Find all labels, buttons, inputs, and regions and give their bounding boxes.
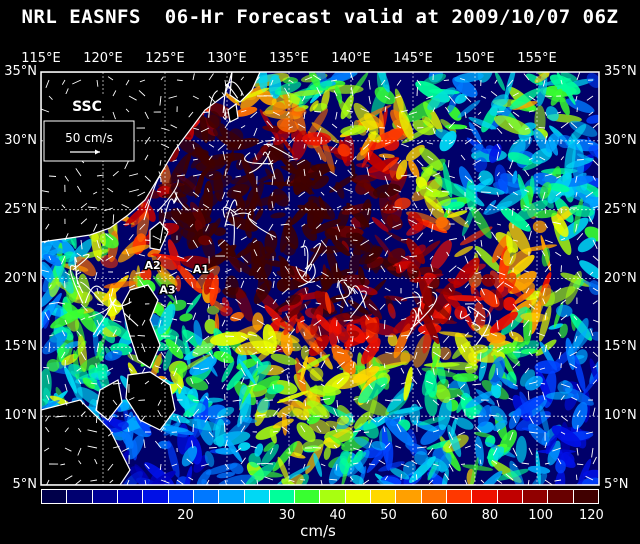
- legend-swatch: [320, 490, 345, 503]
- lon-label: 120°E: [83, 51, 123, 66]
- lat-label: 15°N: [604, 339, 637, 355]
- legend-tick-label: 100: [528, 508, 554, 523]
- lat-label: 10°N: [604, 408, 637, 424]
- legend-unit: cm/s: [300, 522, 336, 540]
- scale-vector-label: 50 cm/s: [65, 131, 113, 145]
- legend-swatch: [447, 490, 472, 503]
- legend-tick-label: 30: [278, 508, 296, 523]
- lon-label: 125°E: [145, 51, 185, 66]
- legend-swatch: [92, 490, 117, 503]
- legend-tick-label: 50: [380, 508, 397, 523]
- lat-label: 20°N: [604, 270, 637, 286]
- lat-label: 20°N: [4, 270, 37, 286]
- legend-swatch: [421, 490, 446, 503]
- legend-swatch: [67, 490, 92, 503]
- map-frame: [40, 71, 600, 486]
- legend-tick-label: 60: [430, 508, 448, 523]
- annotation-label: A1: [193, 263, 209, 276]
- ssc-label: SSC: [72, 99, 102, 115]
- legend-tick-label: 20: [177, 508, 194, 523]
- legend-tick-label: 120: [578, 508, 604, 523]
- scale-vector-box: 50 cm/s: [43, 120, 135, 162]
- lon-label: 150°E: [455, 51, 495, 66]
- lon-label: 155°E: [517, 51, 557, 66]
- legend-swatch: [345, 490, 371, 503]
- lat-label: 5°N: [12, 477, 38, 492]
- lon-label: 145°E: [393, 51, 433, 66]
- lat-label: 35°N: [4, 64, 37, 79]
- lat-label: 15°N: [4, 339, 37, 355]
- legend-swatch: [295, 490, 320, 503]
- lat-label: 30°N: [604, 132, 637, 148]
- map-title: NRL EASNFS 06-Hr Forecast valid at 2009/…: [21, 6, 619, 28]
- current-vectors: [41, 72, 599, 485]
- lat-label: 30°N: [4, 132, 37, 148]
- legend-swatch: [193, 490, 219, 503]
- legend-swatch: [168, 490, 193, 503]
- lat-label: 25°N: [4, 201, 37, 217]
- lon-label: 135°E: [269, 51, 309, 66]
- lon-label: 140°E: [331, 51, 371, 66]
- legend-swatch: [42, 490, 67, 503]
- legend-swatch: [573, 490, 598, 503]
- annotation-label: A3: [159, 284, 175, 297]
- legend-swatch: [548, 490, 573, 503]
- ssc-label-box: SSC: [62, 94, 112, 116]
- eddy-annotations: A2 A1 A3: [143, 258, 210, 298]
- annotation-label: A2: [145, 259, 161, 272]
- legend-swatch: [117, 490, 143, 503]
- legend-swatch: [244, 490, 269, 503]
- legend-swatch: [269, 490, 295, 503]
- lat-label: 10°N: [4, 408, 37, 424]
- legend-swatch: [143, 490, 168, 503]
- lon-label: 130°E: [207, 51, 247, 66]
- legend-swatch: [396, 490, 421, 503]
- legend-swatch: [497, 490, 522, 503]
- color-legend: [41, 489, 599, 504]
- lat-label: 35°N: [604, 64, 637, 79]
- lat-label: 25°N: [604, 201, 637, 217]
- legend-tick-label: 80: [481, 508, 499, 523]
- lat-label: 5°N: [604, 477, 629, 492]
- legend-swatch: [371, 490, 396, 503]
- legend-swatch: [522, 490, 548, 503]
- lon-label: 115°E: [21, 51, 61, 66]
- legend-tick-label: 40: [329, 508, 347, 523]
- legend-swatch: [472, 490, 497, 503]
- legend-swatch: [219, 490, 244, 503]
